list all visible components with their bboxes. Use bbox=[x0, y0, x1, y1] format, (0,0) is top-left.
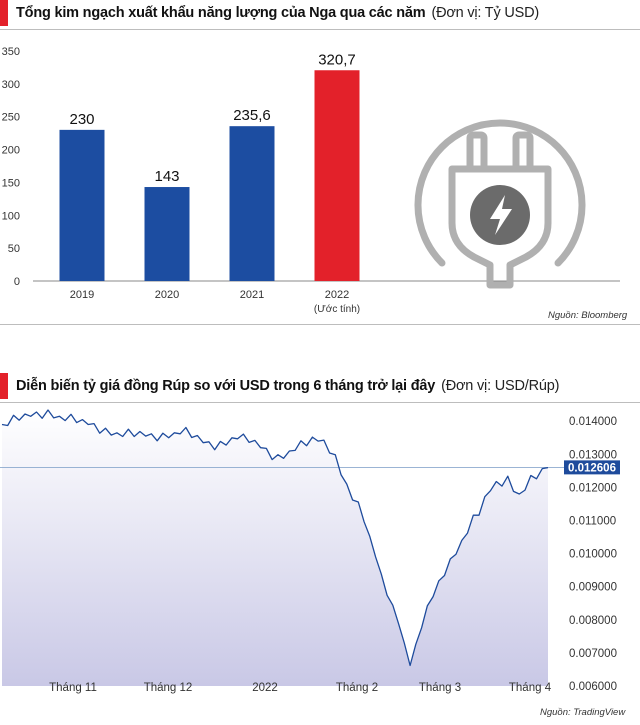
bar-2021 bbox=[229, 126, 275, 281]
bar-value-label: 230 bbox=[69, 111, 94, 128]
y-tick-label: 0.013000 bbox=[569, 449, 617, 461]
y-tick-label: 0.008000 bbox=[569, 615, 617, 627]
bar-value-label: 235,6 bbox=[233, 107, 271, 124]
y-tick-label: 0.007000 bbox=[569, 648, 617, 660]
x-tick-note: (Ước tính) bbox=[314, 304, 360, 315]
x-tick-label: 2019 bbox=[70, 289, 94, 301]
bar-2022 bbox=[314, 70, 360, 281]
current-value-label: 0.012606 bbox=[568, 462, 616, 474]
x-tick-label: Tháng 11 bbox=[49, 682, 97, 694]
area-fill bbox=[2, 410, 548, 686]
y-tick-label: 0.014000 bbox=[569, 416, 617, 428]
area-chart: 0.014000 0.013000 0.012000 0.011000 0.010000… bbox=[0, 409, 620, 694]
chart2-title-row: Diễn biến tỷ giá đồng Rúp so với USD tro… bbox=[0, 373, 640, 399]
chart2-title: Diễn biến tỷ giá đồng Rúp so với USD tro… bbox=[16, 378, 436, 394]
y-tick-label: 50 bbox=[8, 243, 20, 255]
chart2-top-divider bbox=[0, 402, 640, 403]
chart1-bottom-divider bbox=[0, 324, 640, 325]
x-tick-label: Tháng 2 bbox=[336, 682, 378, 694]
current-value-badge bbox=[564, 460, 620, 475]
chart1-title-row: Tổng kim ngạch xuất khẩu năng lượng của … bbox=[0, 0, 640, 26]
x-tick-label: Tháng 12 bbox=[144, 682, 193, 694]
chart2-source: Nguồn: TradingView bbox=[540, 707, 626, 718]
y-tick-label: 200 bbox=[2, 145, 20, 157]
series-line bbox=[1, 409, 549, 667]
bar-chart: 0 50 100 150 200 250 300 350 230 143 235,6 320,7 2… bbox=[2, 46, 620, 315]
y-tick-label: 250 bbox=[2, 112, 20, 124]
power-plug-icon bbox=[414, 119, 586, 289]
x-tick-label: Tháng 4 bbox=[509, 682, 552, 694]
y-tick-label: 0.012000 bbox=[569, 482, 617, 494]
chart1-unit: (Đơn vị: Tỷ USD) bbox=[431, 5, 539, 21]
bar-2020 bbox=[144, 187, 190, 281]
chart1-source: Nguồn: Bloomberg bbox=[548, 310, 628, 321]
title-accent-bar bbox=[0, 373, 8, 399]
y-tick-label: 0 bbox=[14, 276, 20, 288]
chart1-top-divider bbox=[0, 29, 640, 30]
x-tick-label: 2021 bbox=[240, 289, 264, 301]
y-tick-label: 0.006000 bbox=[569, 681, 617, 693]
x-tick-label: 2022 bbox=[325, 289, 349, 301]
y-tick-label: 0.009000 bbox=[569, 582, 617, 594]
y-tick-label: 100 bbox=[2, 210, 20, 222]
chart1-title: Tổng kim ngạch xuất khẩu năng lượng của … bbox=[16, 5, 426, 21]
y-tick-label: 350 bbox=[2, 46, 20, 58]
chart2-unit: (Đơn vị: USD/Rúp) bbox=[441, 378, 560, 394]
y-tick-label: 0.011000 bbox=[569, 516, 616, 528]
y-tick-label: 0.010000 bbox=[569, 549, 617, 561]
bar-2019 bbox=[59, 129, 105, 281]
y-tick-label: 300 bbox=[2, 79, 20, 91]
x-tick-label: 2020 bbox=[155, 289, 179, 301]
y-tick-label: 150 bbox=[2, 177, 20, 189]
title-accent-bar bbox=[0, 0, 8, 26]
x-tick-label: Tháng 3 bbox=[419, 682, 461, 694]
bar-value-label: 143 bbox=[154, 168, 179, 185]
x-tick-label: 2022 bbox=[252, 682, 278, 694]
bar-value-label: 320,7 bbox=[318, 51, 356, 68]
